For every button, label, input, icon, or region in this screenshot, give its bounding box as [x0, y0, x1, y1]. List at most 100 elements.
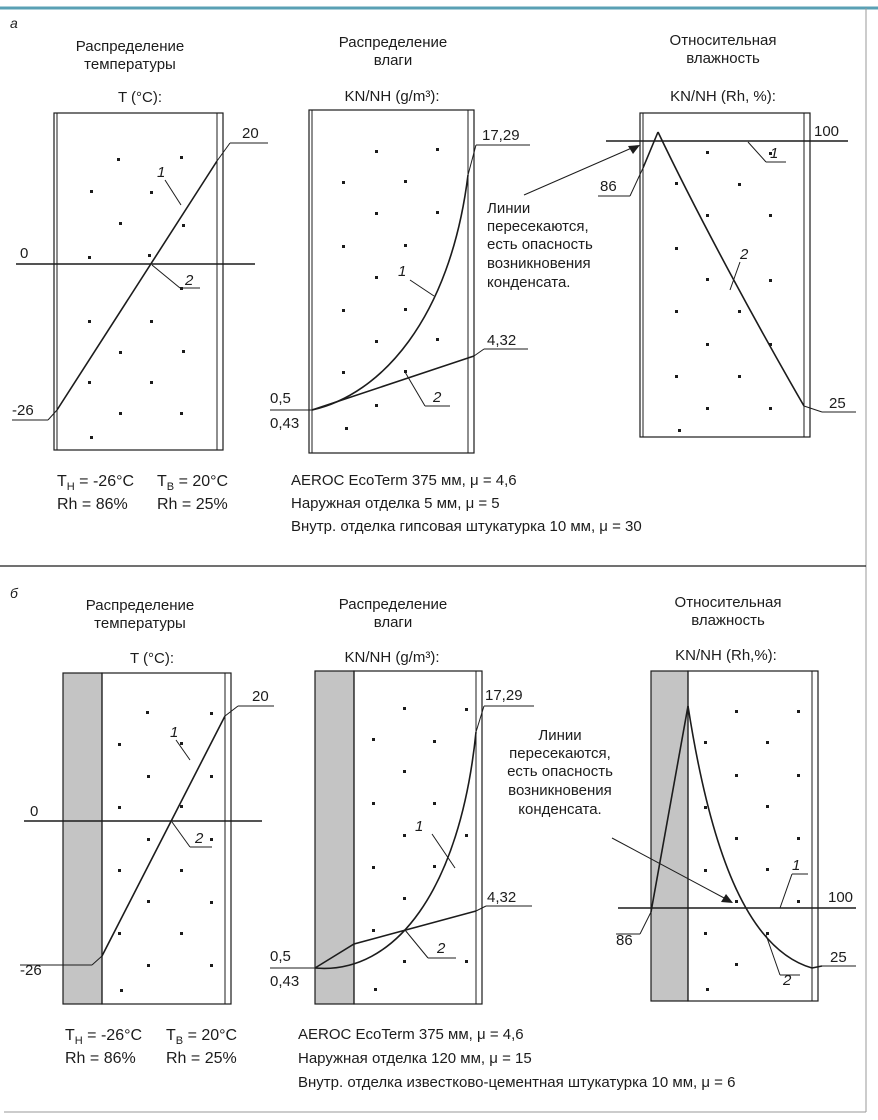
panel-temperature: Распределение температуры T (°C): 20 0 -… [20, 597, 274, 1005]
leader-top [216, 142, 231, 162]
aggregate-dots [704, 710, 800, 991]
note-line: есть опасность [487, 236, 593, 253]
note-line: Линии [538, 727, 581, 744]
leader-right [803, 405, 823, 413]
curve-1-label: 1 [770, 145, 778, 162]
panel-title-line1: Распределение [339, 596, 448, 613]
panel-title-line1: Распределение [339, 34, 448, 51]
leader-curve-2 [729, 261, 741, 291]
label-top-value: 17,29 [482, 127, 520, 144]
panel-title-line1: Относительная [675, 594, 782, 611]
panel-humidity: Относительная влажность KN/NH (Rh,%): 10… [611, 594, 856, 1002]
panel-temperature: Распределение температуры T (°C): 20 0 -… [12, 38, 268, 451]
curve-2-label: 2 [782, 972, 792, 989]
curve-1-temperature [56, 160, 218, 411]
note-arrow-head [628, 145, 640, 154]
note-line: конденсата. [518, 801, 601, 818]
materials-list: AEROC EcoTerm 375 мм, μ = 4,6 Наружная о… [291, 472, 642, 535]
boundary-conditions: TH = -26°C TB = 20°C Rh = 86% Rh = 25% [57, 473, 228, 513]
curve-2-label: 2 [194, 830, 204, 847]
leader-left [639, 911, 652, 935]
outer-finish-layer [62, 672, 103, 1005]
curve-2-label: 2 [184, 272, 194, 289]
label-zero: 0 [30, 803, 38, 820]
curve-1-temperature [101, 715, 226, 957]
wall-outline [639, 112, 811, 438]
curve-1-label: 1 [170, 724, 178, 741]
label-right-value: 25 [829, 395, 846, 412]
panel-humidity: Относительная влажность KN/NH (Rh, %): 1… [523, 32, 856, 438]
curve-1-saturation [314, 731, 477, 970]
note-line: возникновения [508, 782, 612, 799]
note-arrow-line [523, 146, 635, 196]
inner-humidity: Rh = 25% [157, 496, 228, 513]
outer-humidity: Rh = 86% [65, 1050, 136, 1067]
leader-curve-2 [765, 934, 781, 976]
wall-outline [308, 109, 475, 454]
section-letter: а [10, 15, 18, 31]
leader-curve-1 [779, 873, 793, 909]
label-top-value: 100 [828, 889, 853, 906]
leader-curve-2 [404, 371, 426, 407]
leader-bottom [91, 955, 103, 966]
material-line: Наружная отделка 5 мм, μ = 5 [291, 495, 500, 512]
curve-2-actual [314, 910, 477, 969]
wall-outline [53, 112, 224, 451]
material-line: Внутр. отделка известково-цементная штук… [298, 1074, 735, 1091]
section-a: а Распределение температуры T (°C): 20 0… [10, 15, 856, 535]
outer-finish-layer [650, 670, 689, 1002]
axis-label: KN/NH (g/m³): [345, 649, 440, 666]
wall-outline [101, 672, 232, 1005]
label-low-upper: 0,5 [270, 948, 291, 965]
leader-top [475, 705, 485, 733]
curve-2-actual [311, 355, 475, 411]
leader-curve-1 [175, 739, 191, 761]
outer-temperature: TH = -26°C [65, 1027, 142, 1047]
panel-title-line1: Распределение [76, 38, 185, 55]
panel-title-line2: температуры [84, 56, 176, 73]
inner-humidity: Rh = 25% [166, 1050, 237, 1067]
curve-2-rise [642, 131, 659, 169]
leader-curve-1 [164, 179, 182, 206]
panel-title-line1: Распределение [86, 597, 195, 614]
panel-title-line2: влажность [691, 612, 765, 629]
leader-top [224, 705, 239, 717]
label-low-lower: 0,43 [270, 973, 299, 990]
note-arrow-head [721, 894, 733, 903]
curve-1-label: 1 [792, 857, 800, 874]
wall-outline [687, 670, 819, 1002]
panel-title-line2: температуры [94, 615, 186, 632]
note-arrow-line [611, 837, 727, 900]
curve-1-label: 1 [398, 263, 406, 280]
condensation-note: Линии пересекаются, есть опасность возни… [507, 727, 613, 818]
curve-2-label: 2 [436, 940, 446, 957]
outer-humidity: Rh = 86% [57, 496, 128, 513]
label-top-value: 20 [242, 125, 259, 142]
panel-title-line2: влаги [374, 52, 413, 69]
label-bottom-value: -26 [12, 402, 34, 419]
curve-2-rise [650, 705, 689, 913]
label-left-value: 86 [616, 932, 633, 949]
material-line: Наружная отделка 120 мм, μ = 15 [298, 1050, 532, 1067]
leader-curve-2 [171, 821, 191, 848]
curve-1-saturation [311, 174, 469, 411]
curve-2-label: 2 [739, 246, 749, 263]
panel-title-line1: Относительная [670, 32, 777, 49]
note-line: возникновения [487, 255, 591, 272]
aggregate-dots [372, 707, 468, 991]
panel-moisture: Распределение влаги KN/NH (g/m³): 17,29 … [270, 596, 534, 1005]
condensation-note: Линии пересекаются, есть опасность возни… [487, 200, 593, 291]
axis-label: KN/NH (g/m³): [345, 88, 440, 105]
aggregate-dots [675, 151, 772, 432]
leader-bottom [47, 409, 58, 421]
inner-temperature: TB = 20°C [157, 473, 228, 493]
label-right-value: 25 [830, 949, 847, 966]
leader-mid [473, 348, 485, 357]
panel-title-line2: влажность [686, 50, 760, 67]
leader-curve-1 [431, 833, 456, 869]
material-line: AEROC EcoTerm 375 мм, μ = 4,6 [298, 1026, 524, 1043]
note-line: Линии [487, 200, 530, 217]
label-top-value: 17,29 [485, 687, 523, 704]
axis-label: T (°C): [118, 89, 162, 106]
